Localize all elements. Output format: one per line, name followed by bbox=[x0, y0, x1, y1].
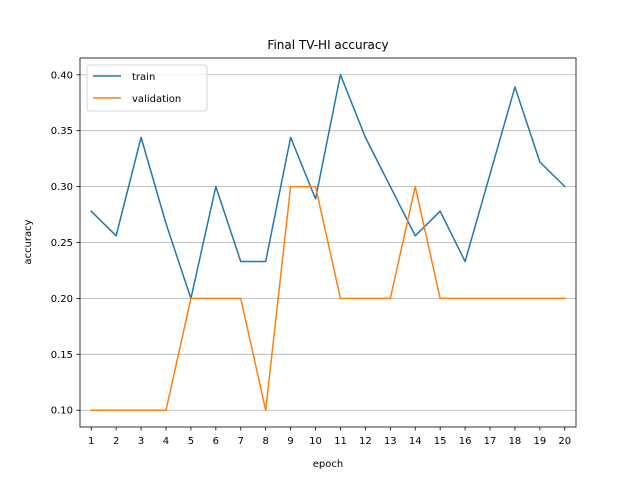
x-tick-label: 16 bbox=[459, 436, 472, 447]
x-tick-label: 13 bbox=[384, 436, 397, 447]
series-line-validation bbox=[90, 185, 566, 411]
x-tick-label: 2 bbox=[113, 436, 119, 447]
x-tick-label: 5 bbox=[188, 436, 194, 447]
x-axis-label: epoch bbox=[313, 459, 343, 470]
legend: train validation bbox=[86, 64, 208, 112]
x-tick-label: 20 bbox=[558, 436, 571, 447]
x-tick-label: 8 bbox=[263, 436, 269, 447]
y-tick-label: 0.20 bbox=[51, 294, 73, 305]
x-tick-label: 18 bbox=[509, 436, 522, 447]
x-axis-ticks: 1 2 3 4 5 6 7 8 9 10 11 12 13 14 15 16 17 18 19 20 bbox=[88, 427, 571, 447]
x-tick-label: 17 bbox=[484, 436, 497, 447]
y-axis-ticks: 0.10 0.15 0.20 0.25 0.30 0.35 0.40 bbox=[51, 70, 80, 417]
chart-title: Final TV-HI accuracy bbox=[267, 38, 388, 52]
x-tick-label: 19 bbox=[533, 436, 546, 447]
x-tick-label: 3 bbox=[138, 436, 144, 447]
series-layer bbox=[90, 74, 566, 411]
x-tick-label: 15 bbox=[434, 436, 447, 447]
y-tick-label: 0.15 bbox=[51, 350, 73, 361]
y-tick-label: 0.25 bbox=[51, 238, 73, 249]
x-tick-label: 14 bbox=[409, 436, 422, 447]
x-tick-label: 10 bbox=[309, 436, 322, 447]
series-line-train bbox=[90, 74, 566, 300]
y-axis-label: accuracy bbox=[23, 219, 34, 264]
legend-validation-label: validation bbox=[132, 94, 181, 105]
x-tick-label: 9 bbox=[287, 436, 293, 447]
y-tick-label: 0.30 bbox=[51, 182, 73, 193]
y-tick-label: 0.35 bbox=[51, 126, 73, 137]
x-tick-label: 4 bbox=[163, 436, 169, 447]
legend-train-label: train bbox=[132, 72, 155, 83]
y-tick-label: 0.10 bbox=[51, 406, 73, 417]
x-tick-label: 7 bbox=[238, 436, 244, 447]
x-tick-label: 6 bbox=[213, 436, 219, 447]
x-tick-label: 12 bbox=[359, 436, 372, 447]
x-tick-label: 11 bbox=[334, 436, 347, 447]
y-tick-label: 0.40 bbox=[51, 70, 73, 81]
x-tick-label: 1 bbox=[88, 436, 94, 447]
